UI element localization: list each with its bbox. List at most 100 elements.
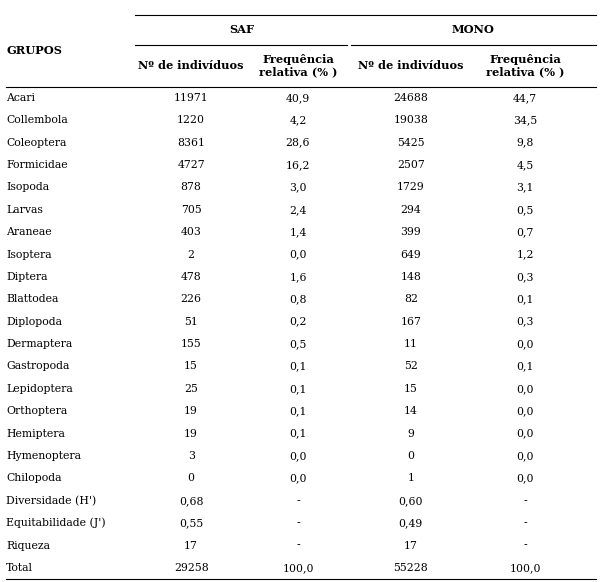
Text: 2: 2 [188,250,194,260]
Text: 0,3: 0,3 [517,317,534,327]
Text: 478: 478 [181,272,202,282]
Text: 55228: 55228 [394,563,428,573]
Text: 29258: 29258 [174,563,208,573]
Text: 4727: 4727 [178,160,205,170]
Text: 17: 17 [404,541,418,551]
Text: 0,0: 0,0 [289,451,307,461]
Text: 19038: 19038 [394,115,428,125]
Text: 16,2: 16,2 [286,160,310,170]
Text: Isopoda: Isopoda [6,182,49,193]
Text: 0,2: 0,2 [289,317,307,327]
Text: 11: 11 [404,339,418,349]
Text: 4,5: 4,5 [517,160,534,170]
Text: SAF: SAF [230,24,255,35]
Text: Lepidoptera: Lepidoptera [6,384,73,394]
Text: 100,0: 100,0 [282,563,314,573]
Text: 40,9: 40,9 [286,93,310,103]
Text: 294: 294 [400,205,421,215]
Text: 2507: 2507 [397,160,425,170]
Text: 3,1: 3,1 [517,182,534,193]
Text: 8361: 8361 [177,138,205,148]
Text: 155: 155 [181,339,202,349]
Text: 0,0: 0,0 [517,451,534,461]
Text: 0,1: 0,1 [289,384,307,394]
Text: 0,0: 0,0 [517,406,534,416]
Text: 0: 0 [408,451,414,461]
Text: 52: 52 [404,361,418,371]
Text: 403: 403 [181,227,202,237]
Text: Frequência
relativa (% ): Frequência relativa (% ) [259,54,337,77]
Text: -: - [296,518,300,528]
Text: MONO: MONO [451,24,494,35]
Text: 0,3: 0,3 [517,272,534,282]
Text: 0,7: 0,7 [517,227,534,237]
Text: Chilopoda: Chilopoda [6,473,61,484]
Text: 9: 9 [408,428,414,439]
Text: 100,0: 100,0 [509,563,541,573]
Text: 0,1: 0,1 [289,428,307,439]
Text: 399: 399 [400,227,421,237]
Text: 19: 19 [184,428,198,439]
Text: Nº de indivíduos: Nº de indivíduos [358,61,464,71]
Text: 0,1: 0,1 [517,294,534,304]
Text: 44,7: 44,7 [513,93,538,103]
Text: Diptera: Diptera [6,272,48,282]
Text: 0,49: 0,49 [399,518,423,528]
Text: Diplopoda: Diplopoda [6,317,62,327]
Text: Coleoptera: Coleoptera [6,138,66,148]
Text: 17: 17 [184,541,198,551]
Text: -: - [523,496,527,506]
Text: 28,6: 28,6 [286,138,310,148]
Text: 0,0: 0,0 [517,428,534,439]
Text: 226: 226 [181,294,202,304]
Text: Araneae: Araneae [6,227,52,237]
Text: 9,8: 9,8 [517,138,534,148]
Text: 0,60: 0,60 [399,496,423,506]
Text: 34,5: 34,5 [513,115,538,125]
Text: 705: 705 [181,205,202,215]
Text: 0: 0 [188,473,194,484]
Text: Frequência
relativa (% ): Frequência relativa (% ) [486,54,565,77]
Text: 15: 15 [404,384,418,394]
Text: GRUPOS: GRUPOS [6,45,62,56]
Text: Total: Total [6,563,33,573]
Text: Riqueza: Riqueza [6,541,50,551]
Text: 878: 878 [181,182,202,193]
Text: Hymenoptera: Hymenoptera [6,451,81,461]
Text: Isoptera: Isoptera [6,250,52,260]
Text: 0,5: 0,5 [517,205,534,215]
Text: Equitabilidade (J'): Equitabilidade (J') [6,518,105,528]
Text: 0,0: 0,0 [289,250,307,260]
Text: 11971: 11971 [174,93,208,103]
Text: Collembola: Collembola [6,115,68,125]
Text: Nº de indivíduos: Nº de indivíduos [138,61,244,71]
Text: 0,55: 0,55 [179,518,203,528]
Text: 1,6: 1,6 [289,272,307,282]
Text: Acari: Acari [6,93,35,103]
Text: Orthoptera: Orthoptera [6,406,67,416]
Text: 25: 25 [184,384,198,394]
Text: 3,0: 3,0 [289,182,307,193]
Text: -: - [296,541,300,551]
Text: 0,1: 0,1 [517,361,534,371]
Text: 167: 167 [400,317,421,327]
Text: 82: 82 [404,294,418,304]
Text: 1729: 1729 [397,182,425,193]
Text: 1,2: 1,2 [517,250,534,260]
Text: 0,8: 0,8 [289,294,307,304]
Text: 0,0: 0,0 [517,473,534,484]
Text: 0,0: 0,0 [289,473,307,484]
Text: 3: 3 [188,451,194,461]
Text: 0,1: 0,1 [289,406,307,416]
Text: 5425: 5425 [397,138,424,148]
Text: 0,5: 0,5 [290,339,306,349]
Text: -: - [523,518,527,528]
Text: 2,4: 2,4 [290,205,306,215]
Text: 0,68: 0,68 [179,496,203,506]
Text: 1,4: 1,4 [290,227,306,237]
Text: Blattodea: Blattodea [6,294,58,304]
Text: 649: 649 [400,250,421,260]
Text: 0,1: 0,1 [289,361,307,371]
Text: 51: 51 [184,317,198,327]
Text: Larvas: Larvas [6,205,43,215]
